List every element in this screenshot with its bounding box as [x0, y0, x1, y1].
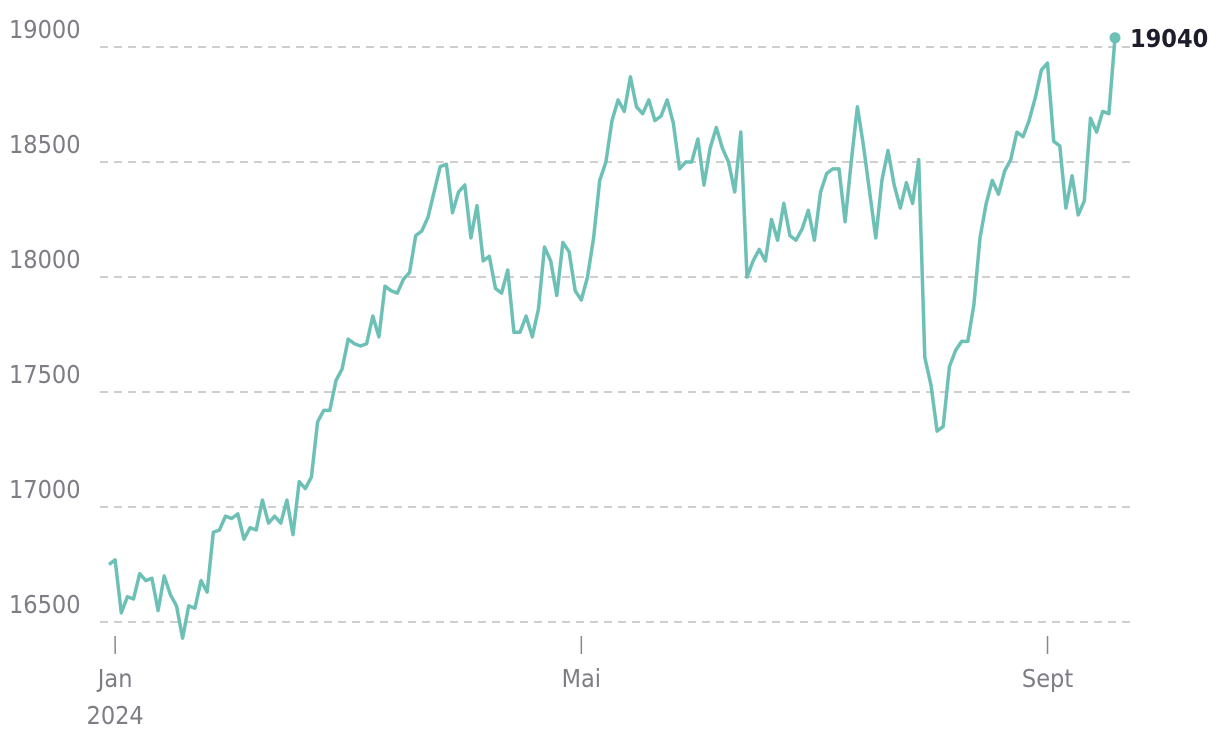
x-tick-label: Sept [1022, 664, 1073, 693]
line [107, 37, 1117, 640]
y-tick-label: 16500 [9, 590, 81, 619]
x-tick-label: Mai [562, 664, 601, 693]
year-label: 2024 [87, 701, 144, 730]
y-tick-label: 18000 [9, 245, 81, 274]
y-tick-label: 17000 [9, 475, 81, 504]
end-value-label: 19040 [1130, 24, 1208, 53]
y-tick-label: 18500 [9, 130, 81, 159]
end-point [1109, 32, 1121, 44]
y-tick-label: 17500 [9, 360, 81, 389]
x-tick-label: Jan [96, 664, 133, 693]
y-tick-label: 19000 [9, 15, 81, 44]
